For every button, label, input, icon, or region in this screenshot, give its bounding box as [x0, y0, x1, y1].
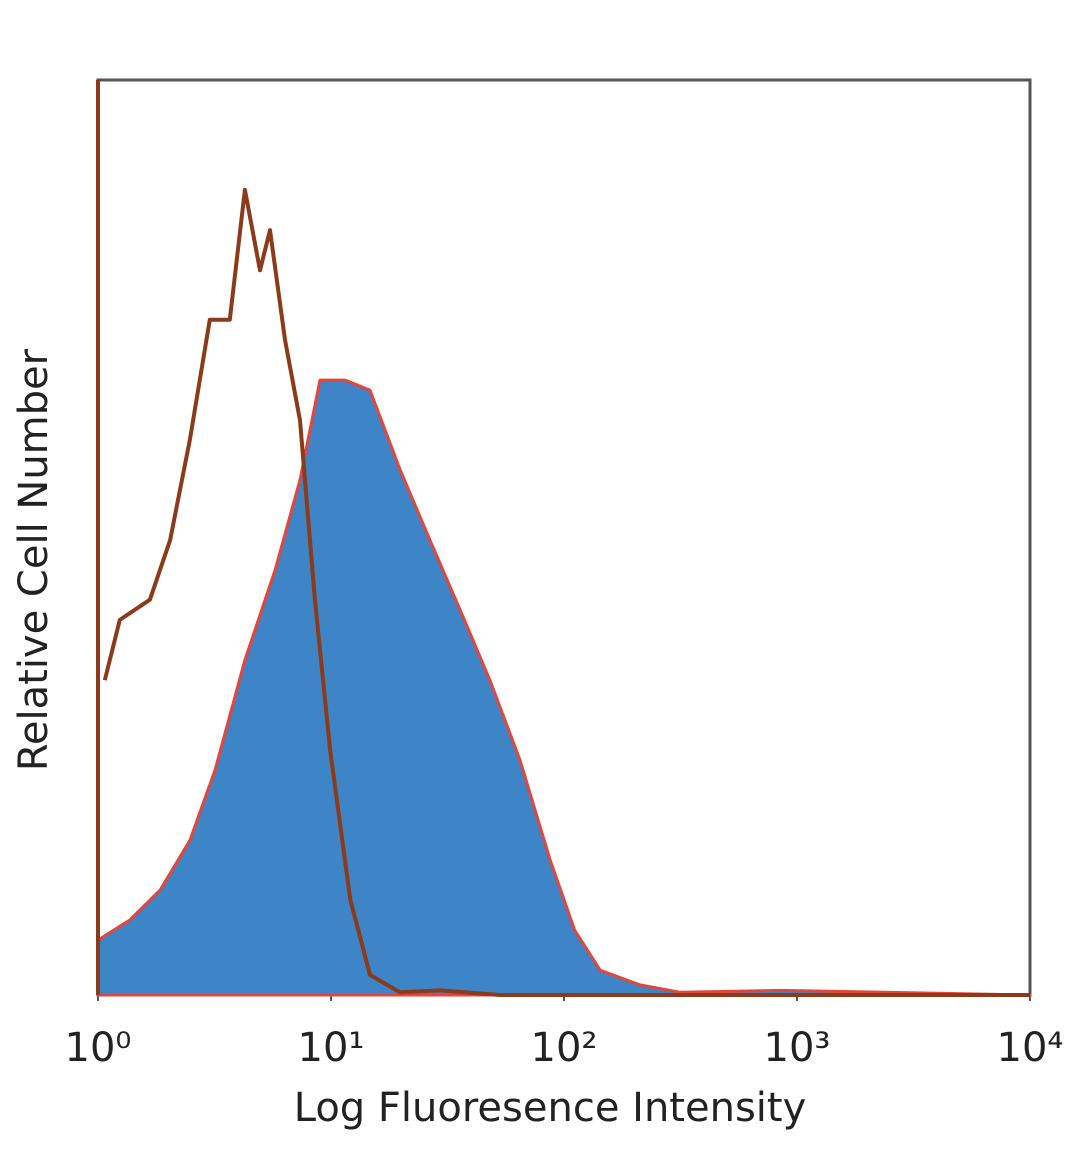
x-tick-label: 10²: [531, 1025, 598, 1071]
x-tick-label: 10¹: [298, 1025, 365, 1071]
x-tick-label: 10⁰: [65, 1025, 132, 1071]
histogram-area: [96, 378, 1032, 997]
x-tick-label: 10⁴: [997, 1025, 1064, 1071]
x-axis-label: Log Fluoresence Intensity: [294, 1085, 807, 1131]
x-tick-label: 10³: [764, 1025, 831, 1071]
y-axis-label: Relative Cell Number: [11, 348, 57, 771]
histogram-line: [102, 187, 1030, 997]
